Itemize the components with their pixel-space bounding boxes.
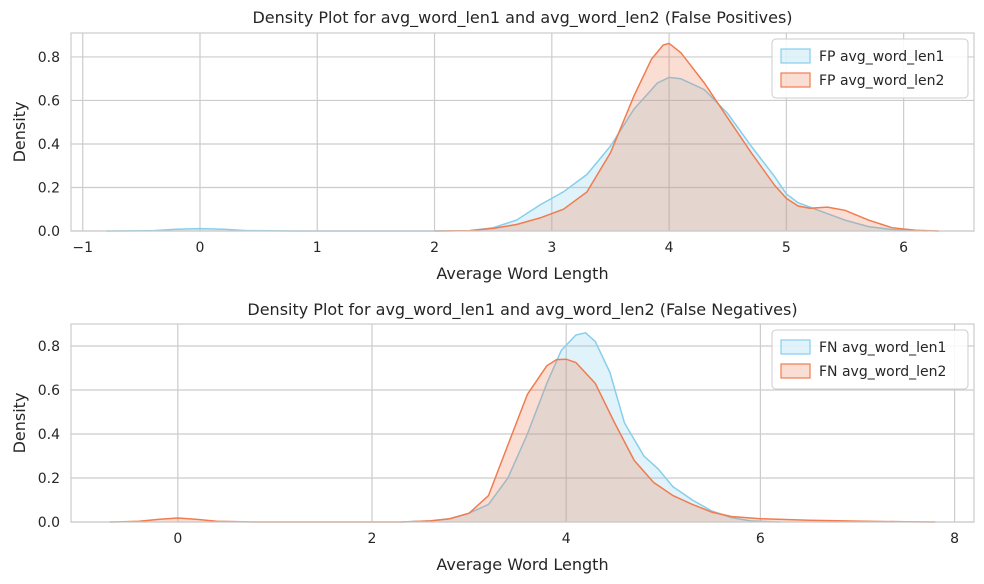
fp-xtick-label: −1	[72, 240, 93, 256]
fn-series-2-fill	[109, 359, 936, 522]
fp-xtick-label: 2	[430, 240, 439, 256]
fn-xtick-label: 0	[173, 531, 182, 547]
fn-series-2-line	[109, 358, 936, 523]
fn-legend-swatch-2	[780, 363, 811, 379]
fp-ytick-label: 0.6	[38, 93, 60, 109]
fn-y-axis-label: Density	[10, 393, 29, 454]
fp-xtick-label: 1	[313, 240, 322, 256]
fn-ytick-label: 0.8	[38, 339, 60, 355]
fp-y-axis-label: Density	[10, 102, 29, 163]
fn-legend-box	[771, 329, 969, 390]
fp-series-2-line	[434, 42, 939, 232]
fn-ytick-label: 0.6	[38, 383, 60, 399]
fp-xtick-label: 0	[196, 240, 205, 256]
fn-plot-frame	[70, 323, 975, 523]
fn-legend-swatch-1	[780, 339, 811, 355]
fp-ytick-label: 0.8	[38, 50, 60, 66]
fp-chart-title: Density Plot for avg_word_len1 and avg_w…	[252, 8, 792, 28]
fp-x-axis-label: Average Word Length	[436, 264, 608, 283]
fp-legend-swatch-2	[780, 72, 811, 88]
fn-density-panel: 0 2 4 6 8 0.0 0.2 0.4 0.6 0.8 Density Plot for avg…	[10, 300, 975, 574]
fn-series-1-line	[401, 331, 780, 523]
fn-xtick-label: 8	[950, 531, 959, 547]
fp-legend-label-1: FP avg_word_len1	[819, 49, 944, 65]
fn-legend-label-1: FN avg_word_len1	[819, 340, 946, 356]
fp-series-1-fill	[106, 77, 928, 232]
fp-plot-frame	[70, 32, 975, 232]
fn-series-1-fill	[401, 332, 780, 522]
fp-ytick-label: 0.2	[38, 180, 60, 196]
fn-x-axis-label: Average Word Length	[436, 555, 608, 574]
fp-xtick-label: 3	[547, 240, 556, 256]
fp-xtick-label: 5	[782, 240, 791, 256]
fp-ytick-label: 0.0	[38, 224, 60, 240]
fn-xtick-label: 4	[562, 531, 571, 547]
fn-ytick-label: 0.0	[38, 515, 60, 531]
fp-density-panel: −1 0 1 2 3 4 5 6 0.0 0.2 0.4 0.6 0.8 Density Plot for…	[10, 8, 975, 283]
fn-ytick-label: 0.2	[38, 471, 60, 487]
fn-legend-label-2: FN avg_word_len2	[819, 364, 946, 380]
fp-legend-swatch-1	[780, 48, 811, 64]
fp-series-1-line	[106, 76, 928, 232]
fn-xtick-label: 6	[756, 531, 765, 547]
fn-xtick-label: 2	[368, 531, 377, 547]
fp-xtick-label: 6	[899, 240, 908, 256]
fn-chart-title: Density Plot for avg_word_len1 and avg_w…	[247, 300, 797, 320]
fp-xtick-label: 4	[665, 240, 674, 256]
fp-legend-box	[771, 38, 969, 99]
fp-series-2-fill	[434, 43, 939, 232]
fp-legend-label-2: FP avg_word_len2	[819, 73, 944, 89]
fn-ytick-label: 0.4	[38, 427, 60, 443]
fp-ytick-label: 0.4	[38, 137, 60, 153]
